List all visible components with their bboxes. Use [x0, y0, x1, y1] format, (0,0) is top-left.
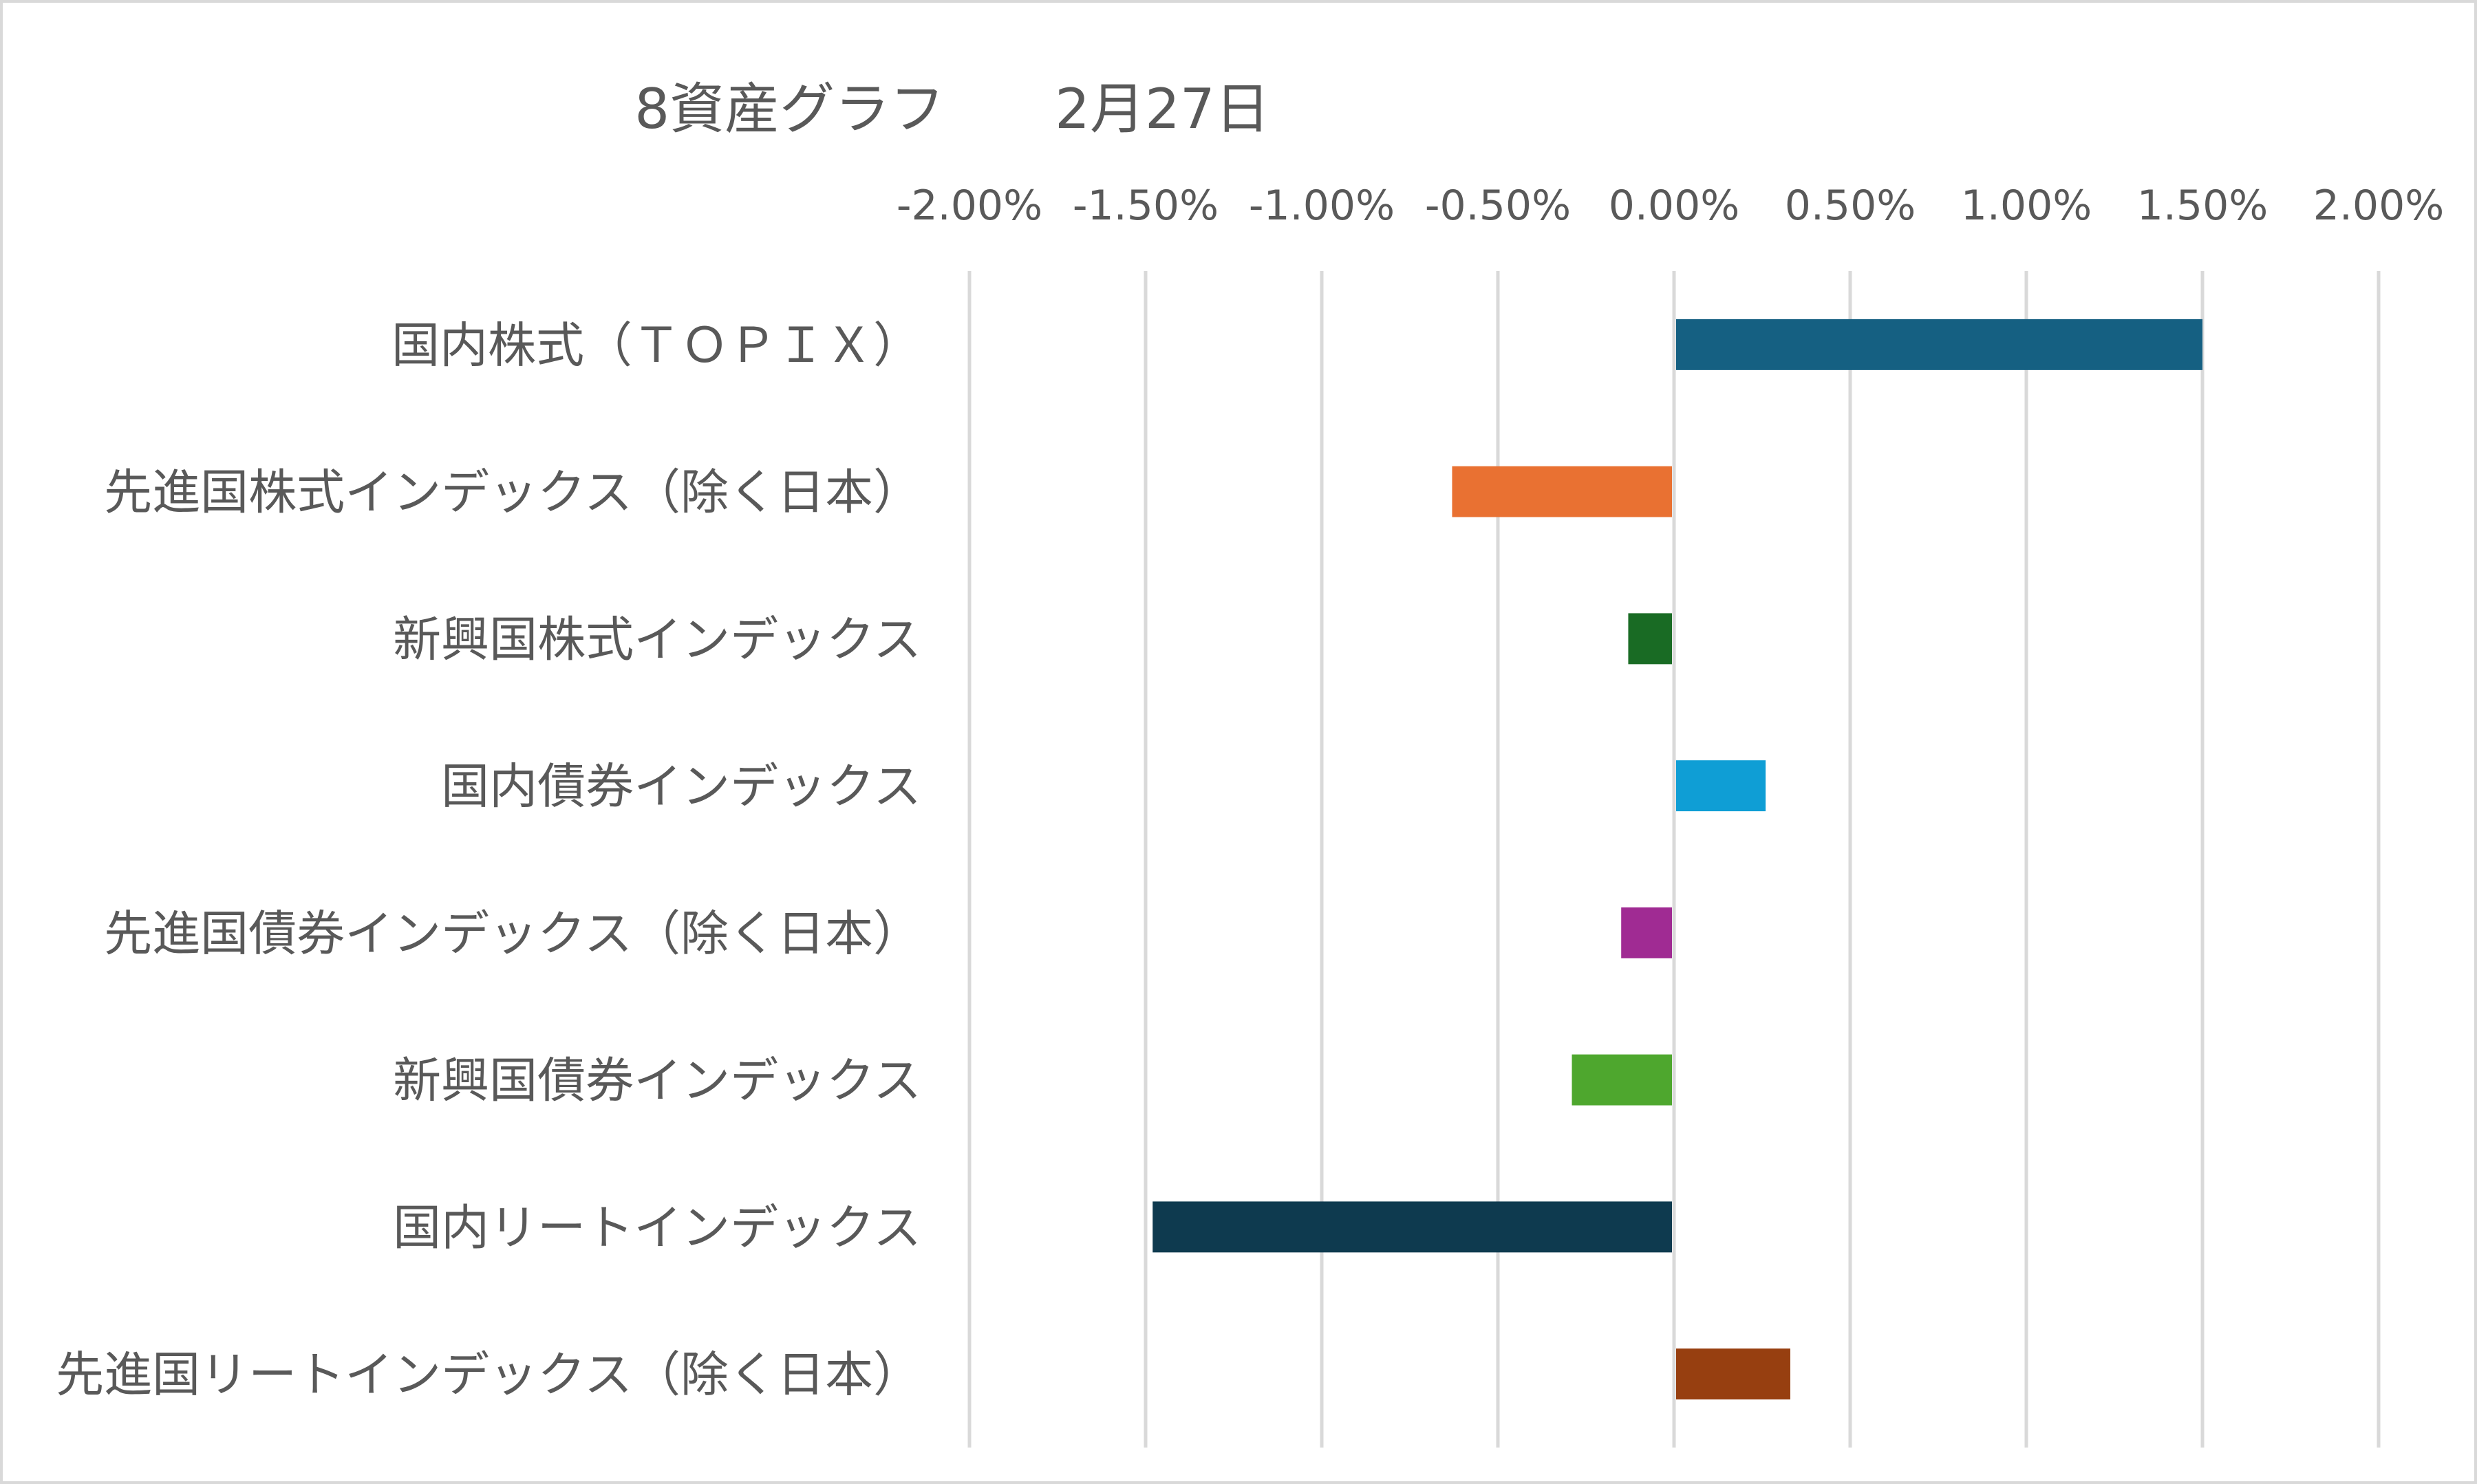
x-tick-label: 0.00%: [1609, 182, 1740, 230]
category-label: 先進国債券インデックス（除く日本）: [104, 905, 921, 962]
x-tick-label: -1.50%: [1073, 182, 1219, 230]
category-label: 新興国債券インデックス: [393, 1053, 921, 1109]
bar: [1621, 907, 1672, 958]
x-tick-label: 0.50%: [1785, 182, 1916, 230]
bar: [1452, 466, 1672, 517]
bar: [1676, 760, 1766, 812]
category-label: 新興国株式インデックス: [393, 611, 921, 667]
category-label: 国内リートインデックス: [393, 1199, 921, 1256]
chart-title: 8資産グラフ 2月27日: [634, 77, 1270, 141]
x-tick-label: -0.50%: [1425, 182, 1571, 230]
bar: [1676, 1348, 1790, 1400]
x-tick-label: 1.00%: [1961, 182, 2092, 230]
bar: [1152, 1201, 1672, 1253]
x-tick-label: 1.50%: [2137, 182, 2269, 230]
category-label: 先進国リートインデックス（除く日本）: [56, 1346, 921, 1403]
bar-chart: -2.00% -1.50% -1.00% -0.50% 0.00% 0.50% 1.00% 1…: [56, 182, 2445, 1448]
bar: [1628, 613, 1672, 665]
category-label: 国内債券インデックス: [441, 758, 921, 815]
category-label: 先進国株式インデックス（除く日本）: [104, 464, 921, 521]
x-tick-label: -2.00%: [897, 182, 1042, 230]
bar: [1572, 1054, 1672, 1106]
bar: [1676, 319, 2202, 370]
category-label: 国内株式（ＴＯＰＩＸ）: [392, 317, 921, 374]
x-tick-label: 2.00%: [2313, 182, 2445, 230]
x-tick-label: -1.00%: [1249, 182, 1395, 230]
